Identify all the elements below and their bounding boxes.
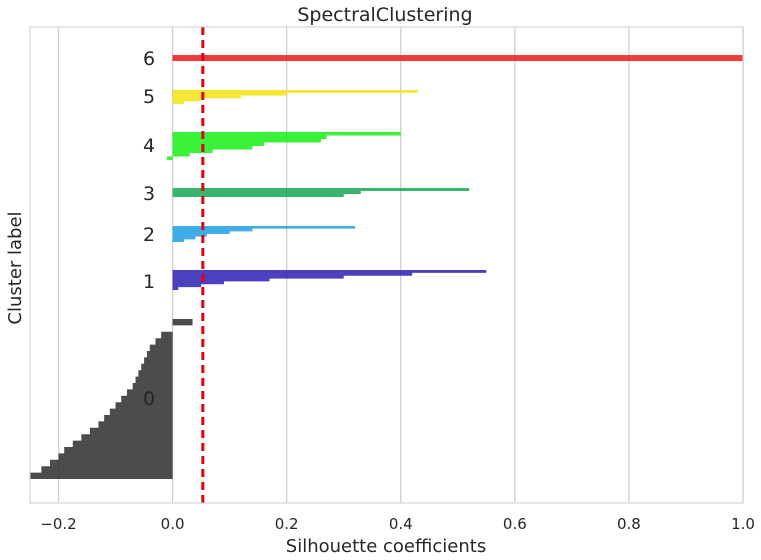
cluster-label-2: 2 bbox=[143, 224, 155, 246]
x-tick-label: 0.4 bbox=[389, 515, 413, 533]
x-tick-label: −0.2 bbox=[40, 515, 76, 533]
cluster-5-silhouette bbox=[172, 90, 418, 104]
cluster-3-silhouette bbox=[172, 188, 470, 197]
x-tick-label: 1.0 bbox=[731, 515, 755, 533]
cluster-4-silhouette bbox=[166, 132, 401, 160]
cluster-1-silhouette bbox=[172, 270, 487, 290]
plot-frame bbox=[29, 26, 744, 504]
cluster-label-3: 3 bbox=[143, 183, 155, 205]
x-tick-label: 0.6 bbox=[503, 515, 527, 533]
x-tick-label: 0.8 bbox=[617, 515, 641, 533]
x-tick-labels: −0.2 0.0 0.2 0.4 0.6 0.8 1.0 bbox=[40, 515, 755, 533]
x-tick-label: 0.2 bbox=[275, 515, 299, 533]
x-axis-label: Silhouette coefficients bbox=[286, 536, 486, 557]
cluster-0-silhouette bbox=[30, 319, 193, 479]
silhouette-bars bbox=[30, 55, 744, 479]
cluster-label-5: 5 bbox=[143, 86, 155, 108]
cluster-label-4: 4 bbox=[143, 135, 155, 157]
cluster-labels: 0 1 2 3 4 5 6 bbox=[143, 48, 155, 410]
x-tick-label: 0.0 bbox=[161, 515, 185, 533]
chart-title: SpectralClustering bbox=[297, 4, 472, 26]
cluster-label-6: 6 bbox=[143, 48, 155, 70]
y-axis-label: Cluster label bbox=[5, 211, 26, 324]
cluster-6-silhouette bbox=[172, 55, 744, 61]
cluster-2-silhouette bbox=[172, 226, 356, 242]
cluster-label-1: 1 bbox=[143, 271, 155, 293]
cluster-label-0: 0 bbox=[143, 388, 155, 410]
